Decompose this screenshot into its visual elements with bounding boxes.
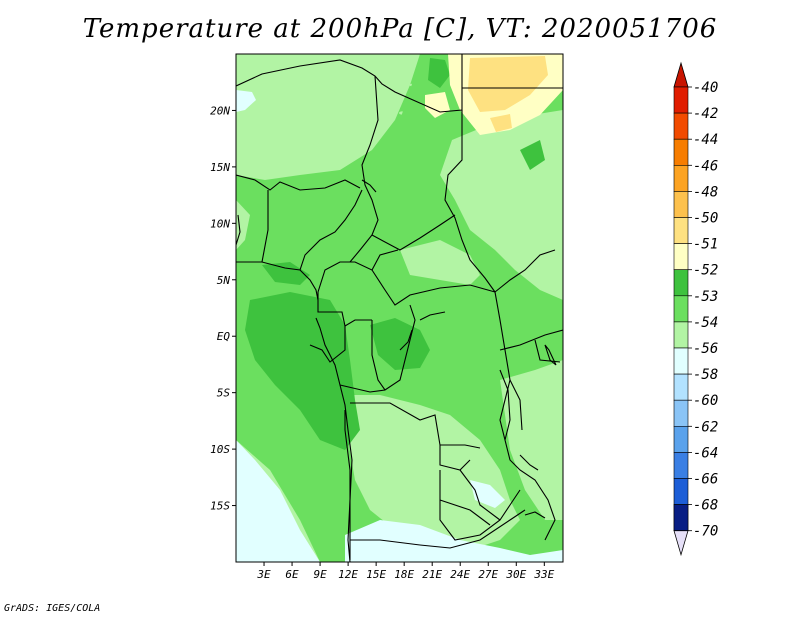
colorbar-swatch: [673, 452, 689, 479]
lon-tick-label: 3E: [256, 568, 271, 581]
colorbar-swatch: [673, 321, 689, 349]
colorbar-swatch: [673, 347, 689, 375]
lat-tick-label: EQ: [217, 330, 231, 343]
colorbar-swatch: [673, 191, 689, 218]
colorbar-label: -70: [693, 524, 718, 540]
field-band-52-51: [245, 292, 360, 450]
colorbar-legend: -40 -42 -44 -46 -48 -50 -51 -52 -53 -54 -56 -58 -60 -…: [673, 61, 718, 557]
lon-tick-label: 9E: [313, 568, 327, 581]
colorbar-swatch: [673, 504, 689, 532]
country-boundaries: [236, 54, 563, 560]
lat-tick-label: 20N: [210, 104, 230, 117]
lon-tick-label: 18E: [394, 568, 414, 581]
colorbar-label: -46: [693, 158, 718, 174]
colorbar-swatch: [673, 165, 689, 192]
coastline: [236, 214, 446, 562]
lon-tick-label: 12E: [338, 568, 358, 581]
colorbar-label: -48: [693, 184, 718, 200]
colorbar-swatch: [673, 138, 689, 166]
lon-tick-label: 30E: [505, 568, 526, 581]
colorbar-label: -42: [693, 106, 718, 122]
map-title: Temperature at 200hPa [C], VT: 202005170…: [82, 14, 718, 44]
colorbar-label: -68: [693, 498, 718, 514]
lat-tick-label: 15N: [210, 161, 230, 174]
colorbar-label: -64: [693, 445, 718, 461]
lat-tick-label: 5N: [217, 274, 231, 287]
colorbar-label: -53: [693, 289, 718, 305]
colorbar-bottom-cap: [673, 530, 689, 557]
lon-tick-label: 27E: [478, 568, 498, 581]
lat-tick-label: 5S: [217, 387, 231, 400]
lat-tick-label: 10N: [210, 217, 230, 230]
colorbar-label: -52: [693, 263, 718, 279]
colorbar-swatch: [673, 399, 689, 427]
colorbar-swatch: [673, 295, 689, 323]
colorbar-label: -56: [693, 341, 718, 357]
colorbar-swatch: [673, 243, 689, 271]
colorbar-label: -40: [693, 80, 718, 96]
colorbar-swatch: [673, 269, 689, 297]
colorbar-top-cap: [673, 61, 689, 88]
colorbar-label: -50: [693, 211, 718, 227]
grads-credit: GrADS: IGES/COLA: [4, 603, 101, 614]
colorbar-label: -44: [693, 132, 718, 148]
map-frame: [235, 53, 564, 563]
colorbar-swatch: [673, 217, 689, 244]
colorbar-label: -58: [693, 367, 718, 383]
colorbar-label: -51: [693, 237, 718, 253]
lon-tick-label: 6E: [285, 568, 299, 581]
colorbar-swatch: [673, 373, 689, 401]
colorbar-swatch: [673, 86, 689, 114]
colorbar-swatch: [673, 112, 689, 140]
colorbar-label: -60: [693, 393, 718, 409]
lon-tick-label: 15E: [366, 568, 386, 581]
latitude-axis: 20N 15N 10N 5N EQ 5S 10S 15S: [210, 104, 236, 513]
colorbar-label: -62: [693, 419, 718, 435]
lon-tick-label: 24E: [450, 568, 470, 581]
lon-tick-label: 21E: [422, 568, 442, 581]
temperature-field: [236, 54, 563, 562]
colorbar-label: -54: [693, 315, 718, 331]
lat-tick-label: 10S: [210, 443, 230, 456]
field-band-50-48: [468, 56, 548, 112]
colorbar-swatch: [673, 425, 689, 453]
lat-tick-label: 15S: [210, 500, 230, 513]
longitude-axis: 3E 6E 9E 12E 15E 18E 21E 24E 27E 30E 33E: [256, 562, 555, 581]
colorbar-swatch: [673, 478, 689, 505]
lon-tick-label: 33E: [533, 568, 554, 581]
colorbar-label: -66: [693, 472, 718, 488]
